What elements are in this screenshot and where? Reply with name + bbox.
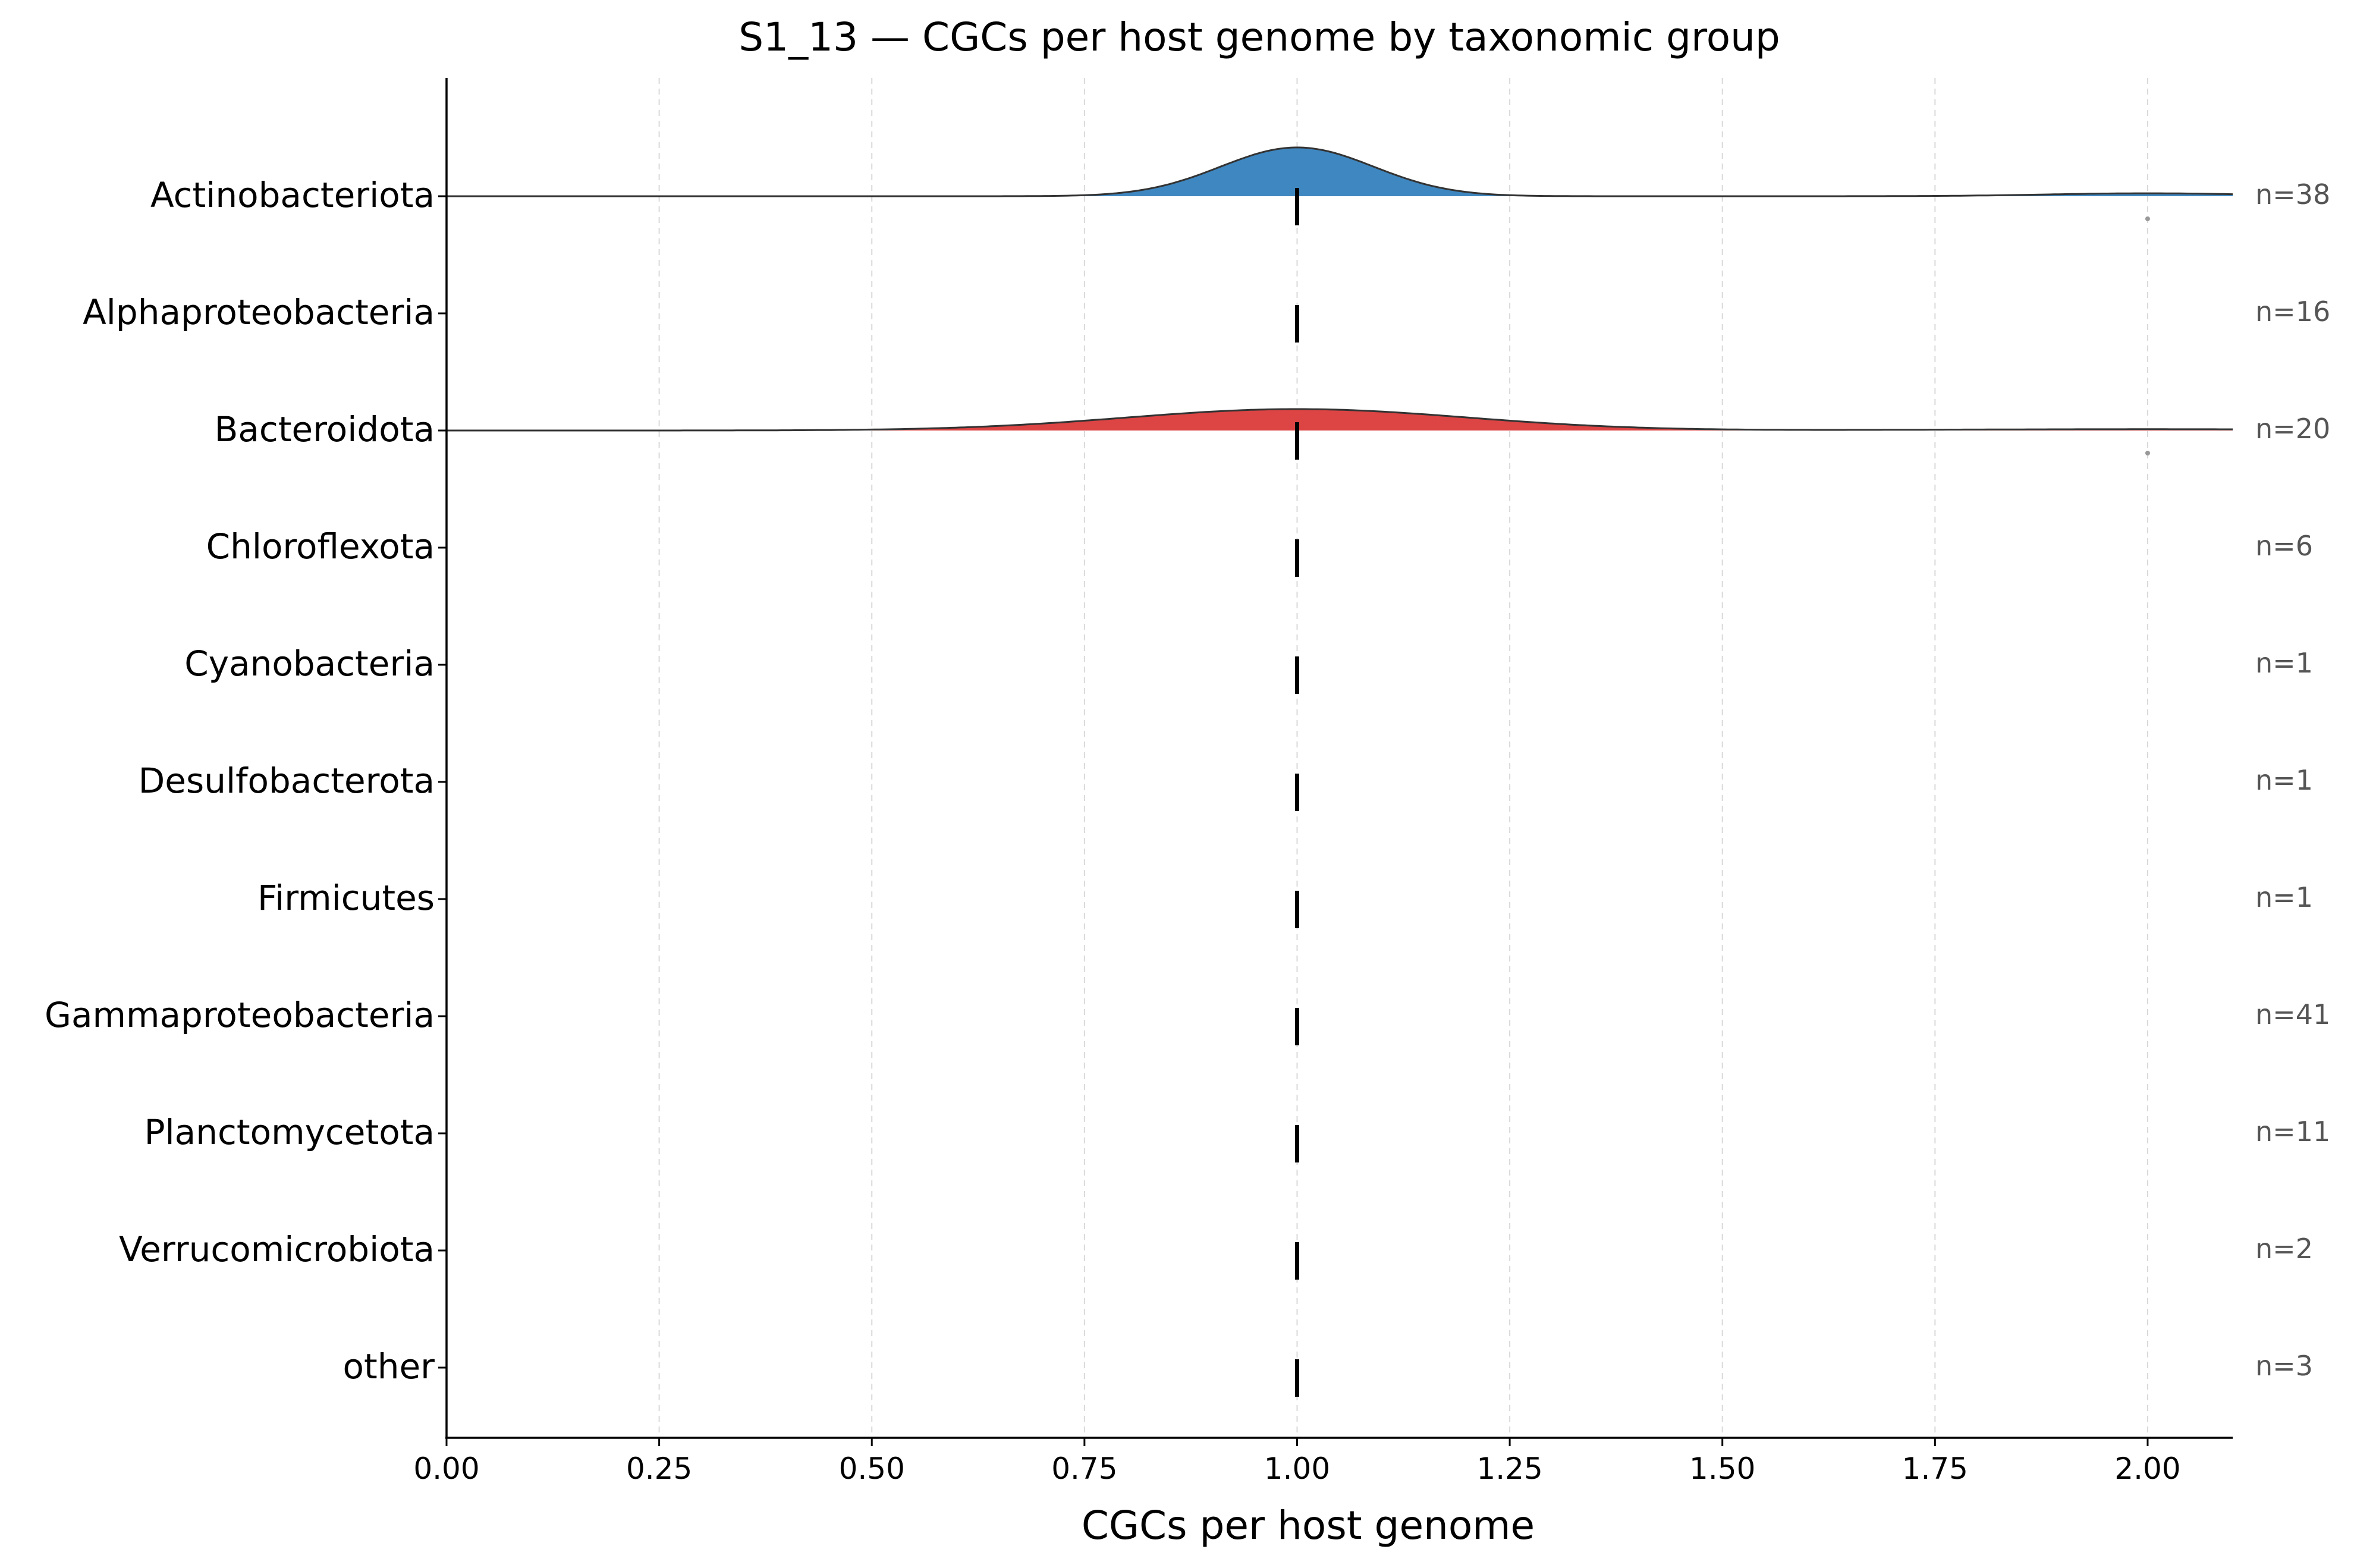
n-label: n=2 bbox=[2255, 1233, 2313, 1265]
group-label: Planctomycetota bbox=[144, 1112, 435, 1152]
x-axis-label: CGCs per host genome bbox=[1082, 1503, 1535, 1548]
n-labels: n=38 n=16 n=20 n=6 n=1 n=1 n=1 n=41 n=11 n=2 n=3 bbox=[2255, 178, 2330, 1382]
group-label: Alphaproteobacteria bbox=[83, 292, 435, 332]
group-label: Actinobacteriota bbox=[150, 175, 435, 215]
x-tick-label: 0.75 bbox=[1051, 1451, 1117, 1486]
n-label: n=11 bbox=[2255, 1115, 2330, 1148]
density-fill bbox=[447, 409, 2233, 431]
outlier-point bbox=[2145, 216, 2150, 221]
chart-title: S1_13 — CGCs per host genome by taxonomi… bbox=[738, 14, 1780, 60]
group-label: Verrucomicrobiota bbox=[119, 1229, 435, 1270]
group-labels: Actinobacteriota Alphaproteobacteria Bacte… bbox=[45, 175, 447, 1387]
group-label: Chloroflexota bbox=[206, 526, 435, 567]
x-tick-label: 0.50 bbox=[839, 1451, 905, 1486]
n-label: n=16 bbox=[2255, 296, 2330, 328]
x-tick-label: 1.00 bbox=[1264, 1451, 1330, 1486]
density-outline bbox=[447, 146, 2233, 197]
n-label: n=41 bbox=[2255, 998, 2330, 1030]
axis-layer bbox=[445, 78, 2233, 1439]
group-label: Cyanobacteria bbox=[184, 643, 435, 684]
n-label: n=1 bbox=[2255, 764, 2313, 796]
x-tick-label: 0.25 bbox=[626, 1451, 692, 1486]
group-label: Desulfobacterota bbox=[139, 761, 435, 801]
group-label: Gammaproteobacteria bbox=[45, 995, 435, 1035]
n-label: n=1 bbox=[2255, 647, 2313, 679]
x-tick-label: 1.50 bbox=[1689, 1451, 1755, 1486]
density-fill bbox=[447, 147, 2233, 196]
x-tick-label: 1.75 bbox=[1902, 1451, 1968, 1486]
group-label: Bacteroidota bbox=[215, 409, 435, 450]
n-label: n=20 bbox=[2255, 413, 2330, 445]
group-label: Firmicutes bbox=[257, 878, 435, 918]
n-label: n=3 bbox=[2255, 1350, 2313, 1382]
x-tick-label: 2.00 bbox=[2114, 1451, 2180, 1486]
outlier-point bbox=[2145, 451, 2150, 455]
ridge-layer bbox=[447, 146, 2233, 455]
n-label: n=1 bbox=[2255, 881, 2313, 913]
n-label: n=38 bbox=[2255, 178, 2330, 210]
group-label: other bbox=[342, 1346, 435, 1387]
x-ticks: 0.00 0.25 0.50 0.75 1.00 1.25 1.50 1.75 2.00 bbox=[413, 1438, 2181, 1486]
grid-layer bbox=[658, 78, 2148, 1438]
n-label: n=6 bbox=[2255, 530, 2313, 562]
density-outline bbox=[447, 408, 2233, 432]
x-tick-label: 0.00 bbox=[413, 1451, 479, 1486]
x-tick-label: 1.25 bbox=[1476, 1451, 1542, 1486]
